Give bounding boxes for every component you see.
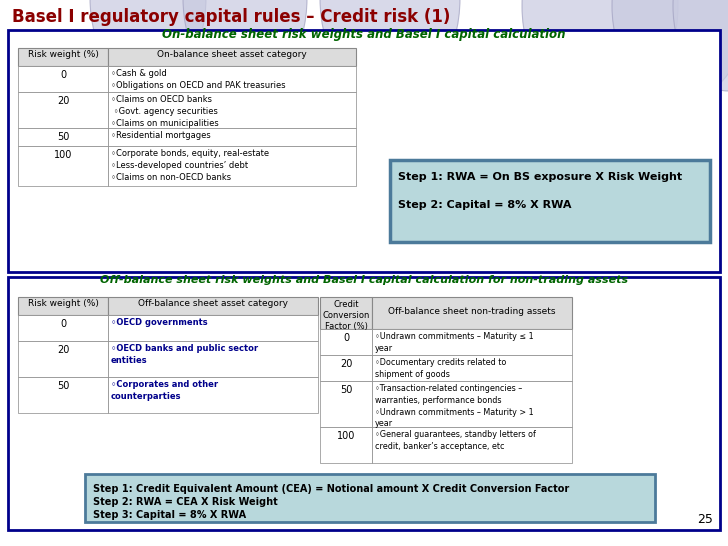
Text: Basel I regulatory capital rules – Credit risk (1): Basel I regulatory capital rules – Credi… (12, 8, 451, 26)
Bar (108, 315, 318, 341)
Bar (18, 377, 108, 413)
Text: 0: 0 (60, 70, 66, 80)
Bar (8, 277, 720, 530)
Text: Step 2: RWA = CEA X Risk Weight: Step 2: RWA = CEA X Risk Weight (93, 497, 278, 507)
Bar (108, 146, 356, 186)
Text: Off-balance sheet risk weights and Basel I capital calculation for non-trading a: Off-balance sheet risk weights and Basel… (100, 275, 628, 285)
Text: 100: 100 (54, 150, 72, 160)
Text: 50: 50 (57, 132, 69, 142)
Bar (18, 146, 108, 186)
Text: 50: 50 (57, 381, 69, 391)
Text: Risk weight (%): Risk weight (%) (28, 50, 98, 59)
Bar (108, 297, 318, 315)
Text: 50: 50 (340, 385, 352, 395)
Text: ◦Cash & gold
◦Obligations on OECD and PAK treasuries: ◦Cash & gold ◦Obligations on OECD and PA… (111, 69, 285, 90)
Text: Step 1: RWA = On BS exposure X Risk Weight: Step 1: RWA = On BS exposure X Risk Weig… (398, 172, 682, 182)
Bar (320, 329, 372, 355)
Bar (108, 128, 356, 146)
Text: 0: 0 (343, 333, 349, 343)
Bar (18, 315, 108, 341)
Bar (108, 341, 318, 377)
Bar (320, 427, 372, 463)
Text: Off-balance sheet non-trading assets: Off-balance sheet non-trading assets (388, 307, 555, 316)
Bar (18, 297, 108, 315)
Bar (372, 297, 572, 329)
Text: ◦Corporates and other
counterparties: ◦Corporates and other counterparties (111, 380, 218, 401)
Bar (8, 30, 720, 272)
Bar (372, 381, 572, 427)
Text: Step 3: Capital = 8% X RWA: Step 3: Capital = 8% X RWA (93, 510, 246, 520)
Bar (18, 48, 108, 66)
Text: ◦OECD banks and public sector
entities: ◦OECD banks and public sector entities (111, 344, 258, 365)
Bar (18, 66, 108, 92)
Text: ◦Documentary credits related to
shipment of goods: ◦Documentary credits related to shipment… (375, 358, 507, 379)
Bar (18, 341, 108, 377)
Text: Step 1: Credit Equivalent Amount (CEA) = Notional amount X Credit Conversion Fac: Step 1: Credit Equivalent Amount (CEA) =… (93, 484, 569, 494)
Ellipse shape (522, 0, 678, 114)
Text: 100: 100 (337, 431, 355, 441)
Text: ◦Corporate bonds, equity, real-estate
◦Less-developed countries’ debt
◦Claims on: ◦Corporate bonds, equity, real-estate ◦L… (111, 149, 269, 182)
Text: 20: 20 (340, 359, 352, 369)
Bar (320, 355, 372, 381)
Ellipse shape (612, 0, 728, 102)
Text: Off-balance sheet asset category: Off-balance sheet asset category (138, 299, 288, 308)
Text: 20: 20 (57, 96, 69, 106)
Text: 0: 0 (60, 319, 66, 329)
Text: ◦Claims on OECD banks
 ◦Govt. agency securities
◦Claims on municipalities: ◦Claims on OECD banks ◦Govt. agency secu… (111, 95, 218, 128)
Ellipse shape (183, 0, 307, 94)
Text: Credit
Conversion
Factor (%): Credit Conversion Factor (%) (323, 300, 370, 331)
Bar (320, 297, 372, 329)
Bar (18, 128, 108, 146)
Bar (108, 66, 356, 92)
Text: ◦OECD governments: ◦OECD governments (111, 318, 207, 327)
Bar (372, 329, 572, 355)
Ellipse shape (320, 0, 460, 102)
Text: On-balance sheet asset category: On-balance sheet asset category (157, 50, 307, 59)
Text: On-balance sheet risk weights and Basel I capital calculation: On-balance sheet risk weights and Basel … (162, 28, 566, 41)
Text: ◦Transaction-related contingencies –
warranties, performance bonds
◦Undrawn comm: ◦Transaction-related contingencies – war… (375, 384, 534, 429)
Text: Risk weight (%): Risk weight (%) (28, 299, 98, 308)
Text: 25: 25 (697, 513, 713, 526)
Bar (18, 92, 108, 128)
Text: ◦Undrawn commitments – Maturity ≤ 1
year: ◦Undrawn commitments – Maturity ≤ 1 year (375, 332, 534, 353)
Text: ◦Residential mortgages: ◦Residential mortgages (111, 131, 210, 140)
Text: ◦General guarantees, standby letters of
credit, banker’s acceptance, etc: ◦General guarantees, standby letters of … (375, 430, 536, 451)
Bar (108, 92, 356, 128)
Bar (372, 355, 572, 381)
Ellipse shape (673, 0, 728, 91)
Bar (390, 160, 710, 242)
Bar (108, 377, 318, 413)
Bar (85, 474, 655, 522)
Ellipse shape (90, 0, 206, 88)
Bar (108, 48, 356, 66)
Bar (372, 427, 572, 463)
Text: 20: 20 (57, 345, 69, 355)
Text: Step 2: Capital = 8% X RWA: Step 2: Capital = 8% X RWA (398, 200, 571, 210)
Bar (320, 381, 372, 427)
